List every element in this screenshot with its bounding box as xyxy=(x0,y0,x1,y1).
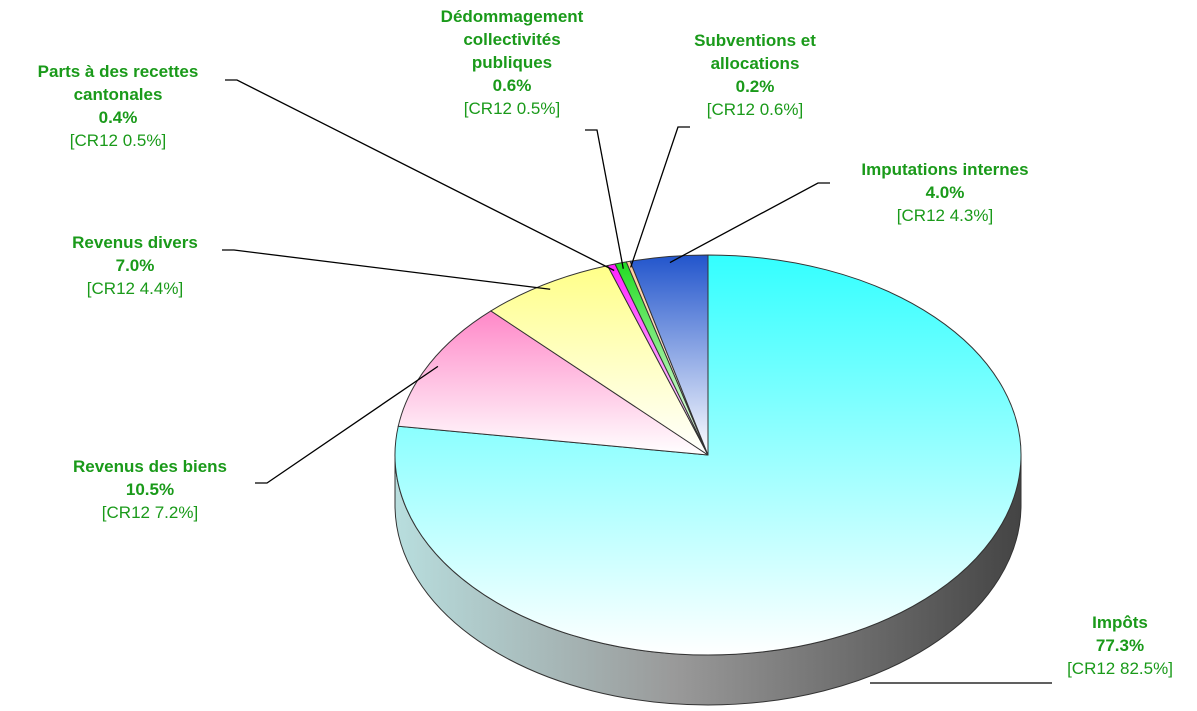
value-label: 10.5% xyxy=(126,480,174,499)
comparison-label: [CR12 0.6%] xyxy=(707,100,803,119)
value-label: 0.2% xyxy=(736,77,775,96)
comparison-label: [CR12 4.4%] xyxy=(87,279,183,298)
value-label: 77.3% xyxy=(1096,636,1144,655)
pie xyxy=(394,254,1022,706)
leader-line xyxy=(669,182,830,264)
slice-label: Parts à des recettes cantonales xyxy=(38,62,199,104)
value-label: 4.0% xyxy=(926,183,965,202)
comparison-label: [CR12 7.2%] xyxy=(102,503,198,522)
comparison-label: [CR12 0.5%] xyxy=(464,99,560,118)
value-label: 7.0% xyxy=(116,256,155,275)
slice-label: Impôts xyxy=(1092,613,1148,632)
slice-label: Subventions et allocations xyxy=(694,31,816,73)
leader-line xyxy=(585,129,624,269)
slice-label: Revenus des biens xyxy=(73,457,227,476)
pie-slice xyxy=(394,254,1022,656)
pie-slice xyxy=(489,265,709,456)
slice-label: Revenus divers xyxy=(72,233,198,252)
slice-label: Dédommagement collectivités publiques xyxy=(441,7,584,72)
labels: Impôts 77.3% [CR12 82.5%] Revenus des biens… xyxy=(38,7,1173,684)
comparison-label: [CR12 0.5%] xyxy=(70,131,166,150)
comparison-label: [CR12 4.3%] xyxy=(897,206,993,225)
value-label: 0.4% xyxy=(99,108,138,127)
leader-line xyxy=(255,365,439,484)
value-label: 0.6% xyxy=(493,76,532,95)
slice-label: Imputations internes xyxy=(861,160,1028,179)
leader-line xyxy=(222,249,551,290)
leader-line xyxy=(225,79,615,272)
comparison-label: [CR12 82.5%] xyxy=(1067,659,1173,678)
pie-slice xyxy=(397,310,709,456)
leader-line xyxy=(630,126,690,268)
pie-slice xyxy=(629,254,709,456)
